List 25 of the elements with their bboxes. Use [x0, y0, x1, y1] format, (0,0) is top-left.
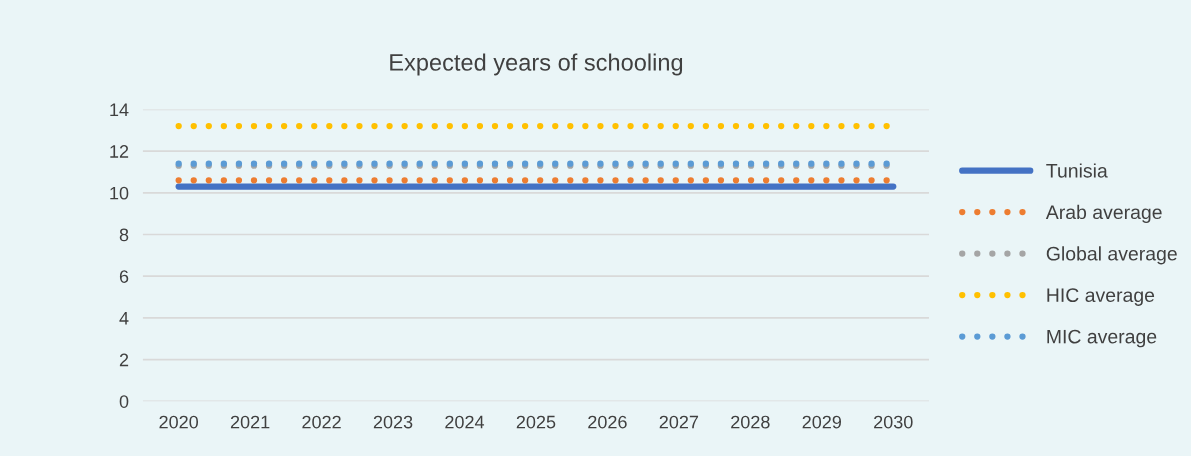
- x-tick-label: 2028: [731, 415, 770, 429]
- y-tick-label: 4: [119, 312, 129, 325]
- legend-label: Arab average: [1045, 204, 1162, 223]
- x-tick-label: 2024: [445, 415, 485, 429]
- y-tick-label: 10: [110, 186, 129, 200]
- x-tick-label: 2030: [874, 415, 913, 429]
- x-tick-label: 2021: [230, 415, 270, 429]
- y-tick-label: 6: [119, 270, 129, 283]
- x-tick-label: 2022: [302, 415, 341, 429]
- y-tick-label: 0: [119, 395, 129, 408]
- legend-label: HIC average: [1047, 288, 1155, 306]
- y-tick-label: 2: [119, 353, 129, 367]
- x-tick-label: 2027: [659, 415, 699, 429]
- legend-label: Tunisia: [1046, 163, 1108, 178]
- x-tick-label: 2026: [588, 415, 627, 429]
- x-tick-label: 2020: [159, 415, 199, 429]
- y-tick-label: 14: [110, 103, 129, 116]
- y-tick-label: 12: [110, 145, 129, 158]
- x-tick-label: 2023: [373, 415, 413, 429]
- legend-label: Global average: [1046, 246, 1177, 265]
- y-tick-label: 8: [119, 228, 129, 242]
- x-tick-label: 2025: [516, 415, 556, 429]
- chart-title: Expected years of schooling: [390, 53, 683, 76]
- legend-label: MIC average: [1047, 329, 1157, 348]
- x-tick-label: 2029: [802, 415, 842, 429]
